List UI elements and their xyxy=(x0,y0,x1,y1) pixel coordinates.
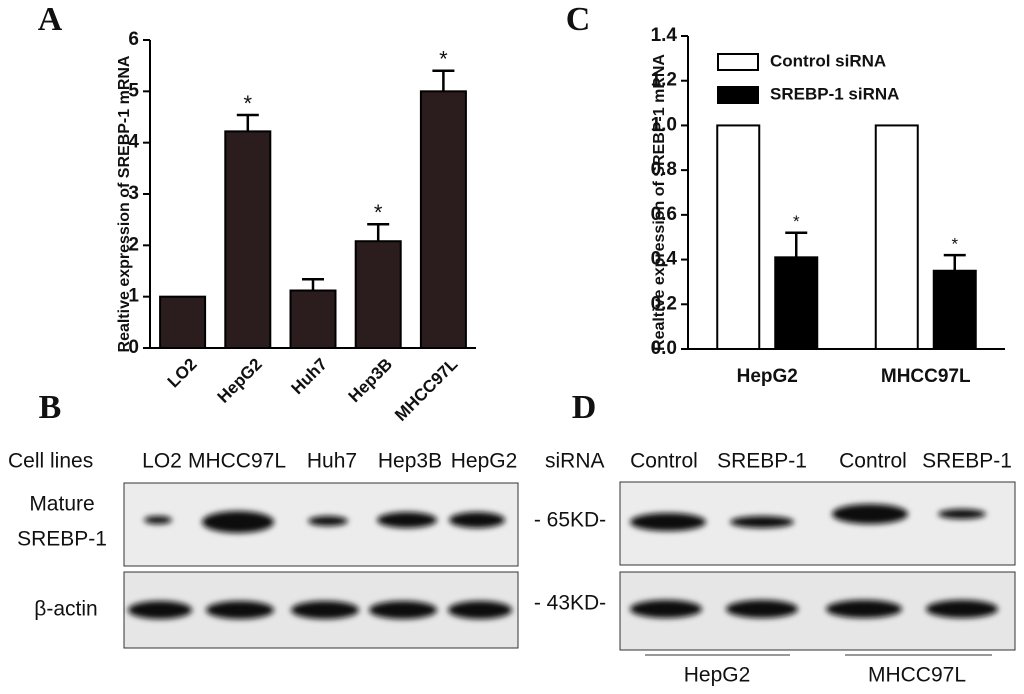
y-axis-label: Realtive expression of SREBP-1 mRNA xyxy=(116,55,133,352)
legend-label: Control siRNA xyxy=(770,51,886,70)
lane-label: HepG2 xyxy=(451,450,518,473)
y-tick-label: 1.2 xyxy=(651,70,677,91)
x-tick-label: LO2 xyxy=(164,355,201,392)
row-header: Cell lines xyxy=(8,450,93,473)
legend-swatch xyxy=(717,53,759,71)
y-tick-label: 4 xyxy=(128,132,139,153)
blot-d: siRNA Control SREBP-1 Control SREBP-1 - … xyxy=(534,450,1016,687)
y-tick-label: 0.2 xyxy=(651,293,677,314)
y-tick-label: 5 xyxy=(128,80,139,101)
row-label: SREBP-1 xyxy=(17,528,107,551)
bar xyxy=(224,130,272,349)
x-tick-label: HepG2 xyxy=(214,355,266,407)
error-bar xyxy=(943,253,966,271)
y-tick-label: 0 xyxy=(128,337,139,358)
bar xyxy=(419,90,467,349)
bar xyxy=(932,269,977,350)
x-tick-label: MHCC97L xyxy=(881,366,971,387)
error-bar xyxy=(432,69,455,92)
legend-swatch xyxy=(717,86,759,104)
y-tick-label: 1.4 xyxy=(651,25,678,46)
lane-label: Huh7 xyxy=(307,450,357,473)
legend-label: SREBP-1 siRNA xyxy=(770,84,899,103)
bar xyxy=(716,124,761,350)
y-tick-label: 0.0 xyxy=(651,338,677,359)
size-marker: - 65KD- xyxy=(534,509,606,532)
y-tick-label: 2 xyxy=(128,234,139,255)
error-bar xyxy=(367,223,390,242)
bands xyxy=(128,511,512,619)
panel-letter: A xyxy=(38,1,63,38)
x-tick-label: MHCC97L xyxy=(391,355,461,425)
panel-letter: C xyxy=(566,1,591,38)
bar xyxy=(774,256,819,351)
y-tick-label: 1 xyxy=(128,286,139,307)
bar xyxy=(289,289,337,349)
panel-letter: B xyxy=(39,389,62,426)
group-label: HepG2 xyxy=(684,664,751,687)
error-bar xyxy=(236,113,259,132)
y-tick-label: 3 xyxy=(128,183,139,204)
bands xyxy=(630,504,998,618)
significance-mark: * xyxy=(439,47,448,72)
blot-b: Cell lines LO2 MHCC97L Huh7 Hep3B HepG2 … xyxy=(8,450,519,649)
x-tick-label: Hep3B xyxy=(345,355,397,407)
bar xyxy=(874,124,919,350)
y-tick-label: 0.6 xyxy=(651,204,677,225)
y-tick-label: 6 xyxy=(128,29,139,50)
y-axis-label: Realtive expression of SREBP-1 mRNA xyxy=(651,54,668,351)
lane-label: Hep3B xyxy=(378,450,442,473)
group-label: MHCC97L xyxy=(868,664,966,687)
lane-label: SREBP-1 xyxy=(717,450,807,473)
significance-mark: * xyxy=(951,235,958,254)
row-label: β-actin xyxy=(34,598,97,621)
row-header: siRNA xyxy=(545,450,605,473)
bar xyxy=(354,240,402,349)
x-tick-label: HepG2 xyxy=(737,366,798,387)
panel-letter: D xyxy=(572,389,597,426)
y-tick-label: 0.4 xyxy=(651,249,678,270)
lane-label: LO2 xyxy=(142,450,182,473)
y-tick-label: 1.0 xyxy=(651,114,677,135)
size-marker: - 43KD- xyxy=(534,592,606,615)
lane-label: Control xyxy=(839,450,907,473)
error-bar xyxy=(785,231,808,258)
row-label: Mature xyxy=(29,493,94,516)
lane-label: Control xyxy=(630,450,698,473)
y-tick-label: 0.8 xyxy=(651,159,677,180)
error-bar xyxy=(302,277,324,291)
significance-mark: * xyxy=(244,91,253,116)
significance-mark: * xyxy=(374,200,383,225)
significance-mark: * xyxy=(793,212,800,231)
bar xyxy=(159,295,207,349)
lane-label: SREBP-1 xyxy=(922,450,1012,473)
lane-label: MHCC97L xyxy=(188,450,286,473)
x-tick-label: Huh7 xyxy=(288,355,331,398)
